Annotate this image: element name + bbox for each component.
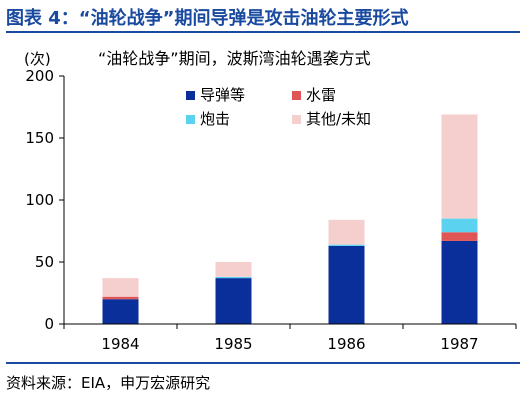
legend-label: 水雷 <box>306 86 336 104</box>
x-tick-label: 1984 <box>101 335 139 353</box>
bar-segment <box>102 299 139 324</box>
bar-segment <box>441 114 478 219</box>
bar-segment <box>215 278 252 324</box>
x-tick-label: 1986 <box>327 335 365 353</box>
bars <box>102 114 478 324</box>
footer-divider <box>6 362 520 364</box>
legend-label: 导弹等 <box>200 86 245 104</box>
y-tick-label: 50 <box>35 253 54 271</box>
y-tick-label: 100 <box>25 191 54 209</box>
stacked-bar-chart: (次) “油轮战争”期间，波斯湾油轮遇袭方式 0 50 100 150 200 1984… <box>24 49 517 353</box>
legend-swatch <box>292 115 301 124</box>
legend-label: 炮击 <box>200 110 230 128</box>
bar-segment <box>328 245 365 324</box>
y-tick-label: 0 <box>44 315 54 333</box>
bar-segment <box>215 276 252 279</box>
title-divider <box>6 31 520 33</box>
y-axis-label: (次) <box>24 50 51 68</box>
bar-segment <box>328 244 365 246</box>
source-note: 资料来源：EIA，申万宏源研究 <box>6 374 211 392</box>
bar-segment <box>441 240 478 324</box>
x-tick-label: 1987 <box>440 335 478 353</box>
legend-label: 其他/未知 <box>306 110 371 128</box>
bar-segment <box>102 278 139 297</box>
legend-swatch <box>186 115 195 124</box>
legend-swatch <box>186 91 195 100</box>
y-tick-label: 200 <box>25 67 54 85</box>
y-tick-label: 150 <box>25 129 54 147</box>
x-tick-label: 1985 <box>214 335 252 353</box>
bar-segment <box>441 218 478 233</box>
x-axis: 1984 1985 1986 1987 <box>63 323 517 353</box>
bar-segment <box>102 296 139 300</box>
y-axis: 0 50 100 150 200 <box>25 67 65 333</box>
chart-title: “油轮战争”期间，波斯湾油轮遇袭方式 <box>98 49 371 68</box>
figure-title: 图表 4：“油轮战争”期间导弹是攻击油轮主要形式 <box>6 8 409 29</box>
bar-segment <box>215 262 252 277</box>
bar-segment <box>328 219 365 245</box>
legend-swatch <box>292 91 301 100</box>
bar-segment <box>441 232 478 241</box>
